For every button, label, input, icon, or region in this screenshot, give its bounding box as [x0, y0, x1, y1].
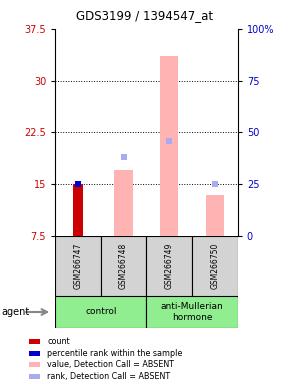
Text: value, Detection Call = ABSENT: value, Detection Call = ABSENT	[47, 360, 174, 369]
Bar	[160, 56, 178, 236]
Text: anti-Mullerian
hormone: anti-Mullerian hormone	[161, 302, 224, 322]
Bar	[192, 236, 238, 296]
Bar	[101, 236, 146, 296]
Text: GSM266750: GSM266750	[211, 243, 220, 289]
Text: GSM266747: GSM266747	[73, 243, 82, 289]
Bar	[55, 236, 101, 296]
Text: rank, Detection Call = ABSENT: rank, Detection Call = ABSENT	[47, 372, 171, 381]
Bar	[206, 195, 224, 236]
Bar	[73, 184, 83, 236]
Text: GDS3199 / 1394547_at: GDS3199 / 1394547_at	[77, 9, 213, 22]
Bar	[146, 236, 192, 296]
Bar	[146, 296, 238, 328]
Text: count: count	[47, 337, 70, 346]
Text: percentile rank within the sample: percentile rank within the sample	[47, 349, 183, 358]
Bar	[115, 170, 133, 236]
Text: GSM266749: GSM266749	[165, 243, 174, 289]
Bar	[55, 296, 146, 328]
Text: GSM266748: GSM266748	[119, 243, 128, 289]
Text: control: control	[85, 308, 117, 316]
Text: agent: agent	[1, 307, 30, 317]
